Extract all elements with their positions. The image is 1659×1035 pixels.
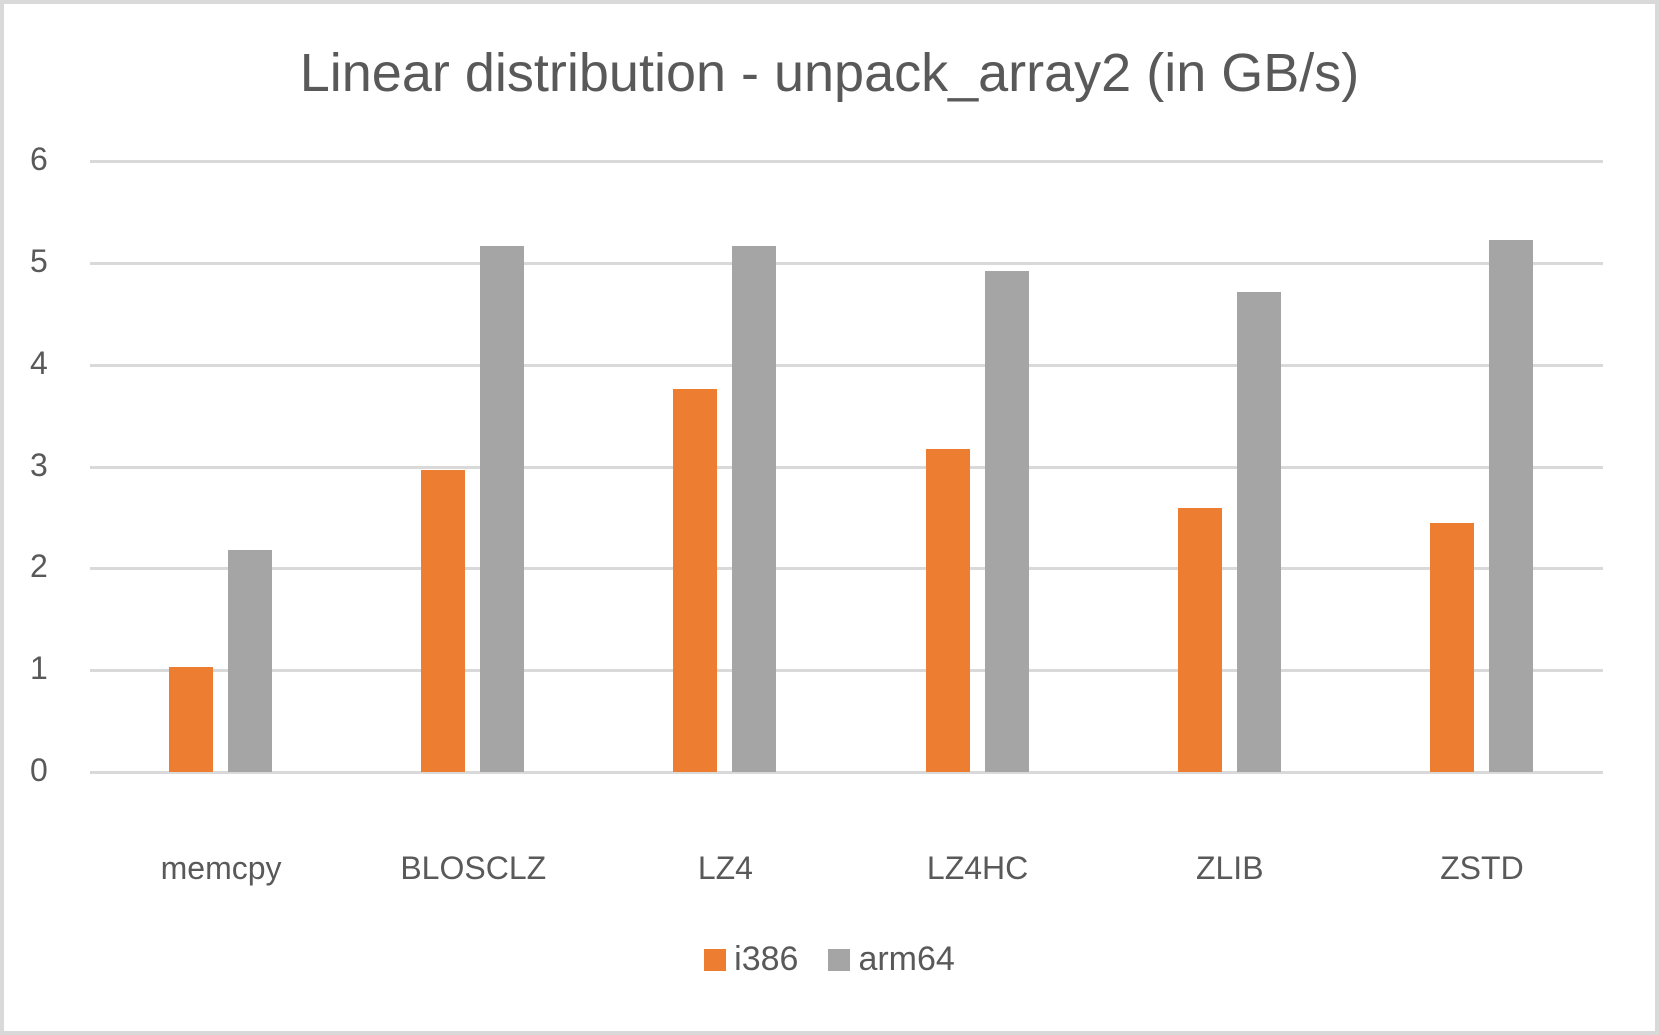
plot-area (90, 160, 1603, 774)
legend-label-i386: i386 (734, 940, 799, 978)
x-tick-label: LZ4 (697, 850, 753, 886)
legend-label-arm64: arm64 (858, 940, 955, 978)
legend-item-arm64: arm64 (828, 940, 955, 979)
y-tick-label: 4 (30, 344, 48, 381)
y-tick-label: 1 (30, 650, 48, 687)
bar-arm64-memcpy (228, 550, 273, 772)
bar-i386-lz4 (673, 389, 718, 772)
x-tick-label: ZSTD (1440, 850, 1524, 886)
chart-title: Linear distribution - unpack_array2 (in … (299, 43, 1360, 103)
bar-arm64-blosclz (480, 245, 525, 772)
bar-i386-memcpy (169, 667, 214, 772)
legend-item-i386: i386 (704, 940, 798, 979)
x-tick-label: ZLIB (1195, 850, 1264, 886)
gridline (90, 669, 1603, 673)
y-tick-label: 6 (30, 141, 48, 177)
y-tick-label: 2 (30, 548, 48, 585)
bar-arm64-lz4 (732, 245, 777, 772)
legend-swatch-arm64 (828, 948, 851, 971)
y-tick-label: 3 (30, 446, 48, 483)
y-tick-label: 0 (30, 752, 48, 788)
gridline (90, 465, 1603, 469)
gridline (90, 363, 1603, 367)
gridline (90, 160, 1603, 163)
bar-arm64-zstd (1488, 240, 1533, 772)
legend: i386 arm64 (0, 940, 1659, 979)
bar-i386-lz4hc (925, 449, 970, 772)
x-tick-label: BLOSCLZ (400, 850, 547, 886)
x-tick-label: memcpy (160, 850, 282, 886)
x-tick-label: LZ4HC (926, 850, 1029, 886)
bar-i386-zstd (1429, 522, 1474, 772)
bar-arm64-lz4hc (984, 270, 1029, 772)
legend-swatch-i386 (704, 948, 727, 971)
gridline (90, 261, 1603, 265)
bar-arm64-zlib (1236, 292, 1281, 772)
bar-i386-blosclz (421, 469, 466, 772)
gridline (90, 771, 1603, 774)
y-tick-label: 5 (30, 242, 48, 279)
gridline (90, 567, 1603, 571)
bar-i386-zlib (1177, 508, 1222, 772)
